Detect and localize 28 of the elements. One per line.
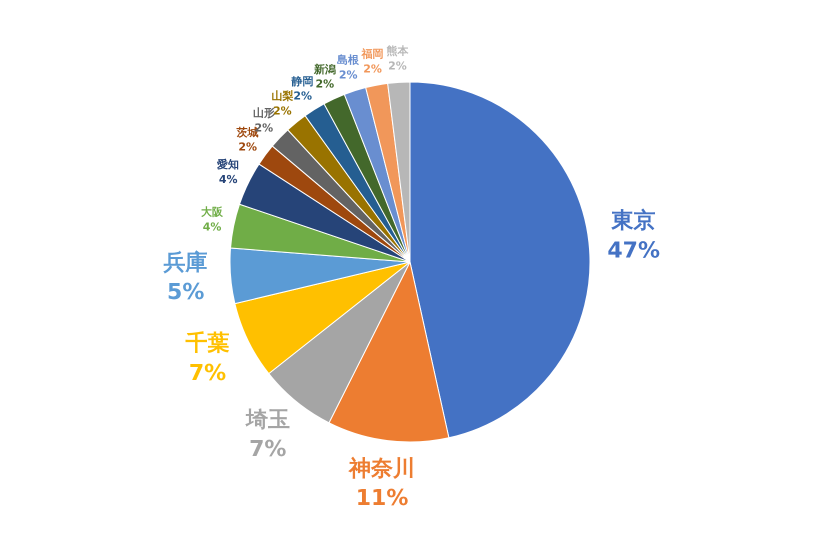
slice-label: 熊本 [386, 44, 410, 58]
slice-label: 福岡 [360, 48, 384, 61]
slice-label: 大阪 [201, 205, 224, 218]
data-label: 2% [363, 62, 382, 76]
data-label: 2% [315, 78, 334, 91]
data-label: 2% [238, 140, 258, 154]
slice-label: 東京 [610, 208, 656, 234]
slice-label: 新潟 [312, 62, 336, 76]
slice-label: 千葉 [184, 331, 230, 356]
data-label: 7% [249, 437, 286, 462]
data-label: 7% [188, 360, 226, 386]
data-label: 2% [388, 59, 407, 72]
slice-label: 愛知 [217, 158, 240, 171]
slice-label: 山形 [252, 106, 275, 120]
data-label: 2% [272, 104, 292, 118]
data-label: 47% [607, 238, 660, 264]
data-label: 2% [293, 90, 312, 103]
slice-label: 静岡 [290, 74, 314, 88]
data-label: 4% [218, 172, 238, 186]
data-label: 4% [202, 220, 222, 234]
data-label: 11% [356, 486, 408, 511]
slice-label: 兵庫 [162, 249, 208, 276]
data-label: 2% [338, 68, 358, 82]
slice-label: 埼玉 [244, 407, 290, 432]
slice-label: 神奈川 [348, 456, 416, 482]
data-label: 5% [167, 280, 204, 306]
slice-label: 島根 [337, 54, 360, 67]
slice-label: 山梨 [271, 89, 294, 102]
